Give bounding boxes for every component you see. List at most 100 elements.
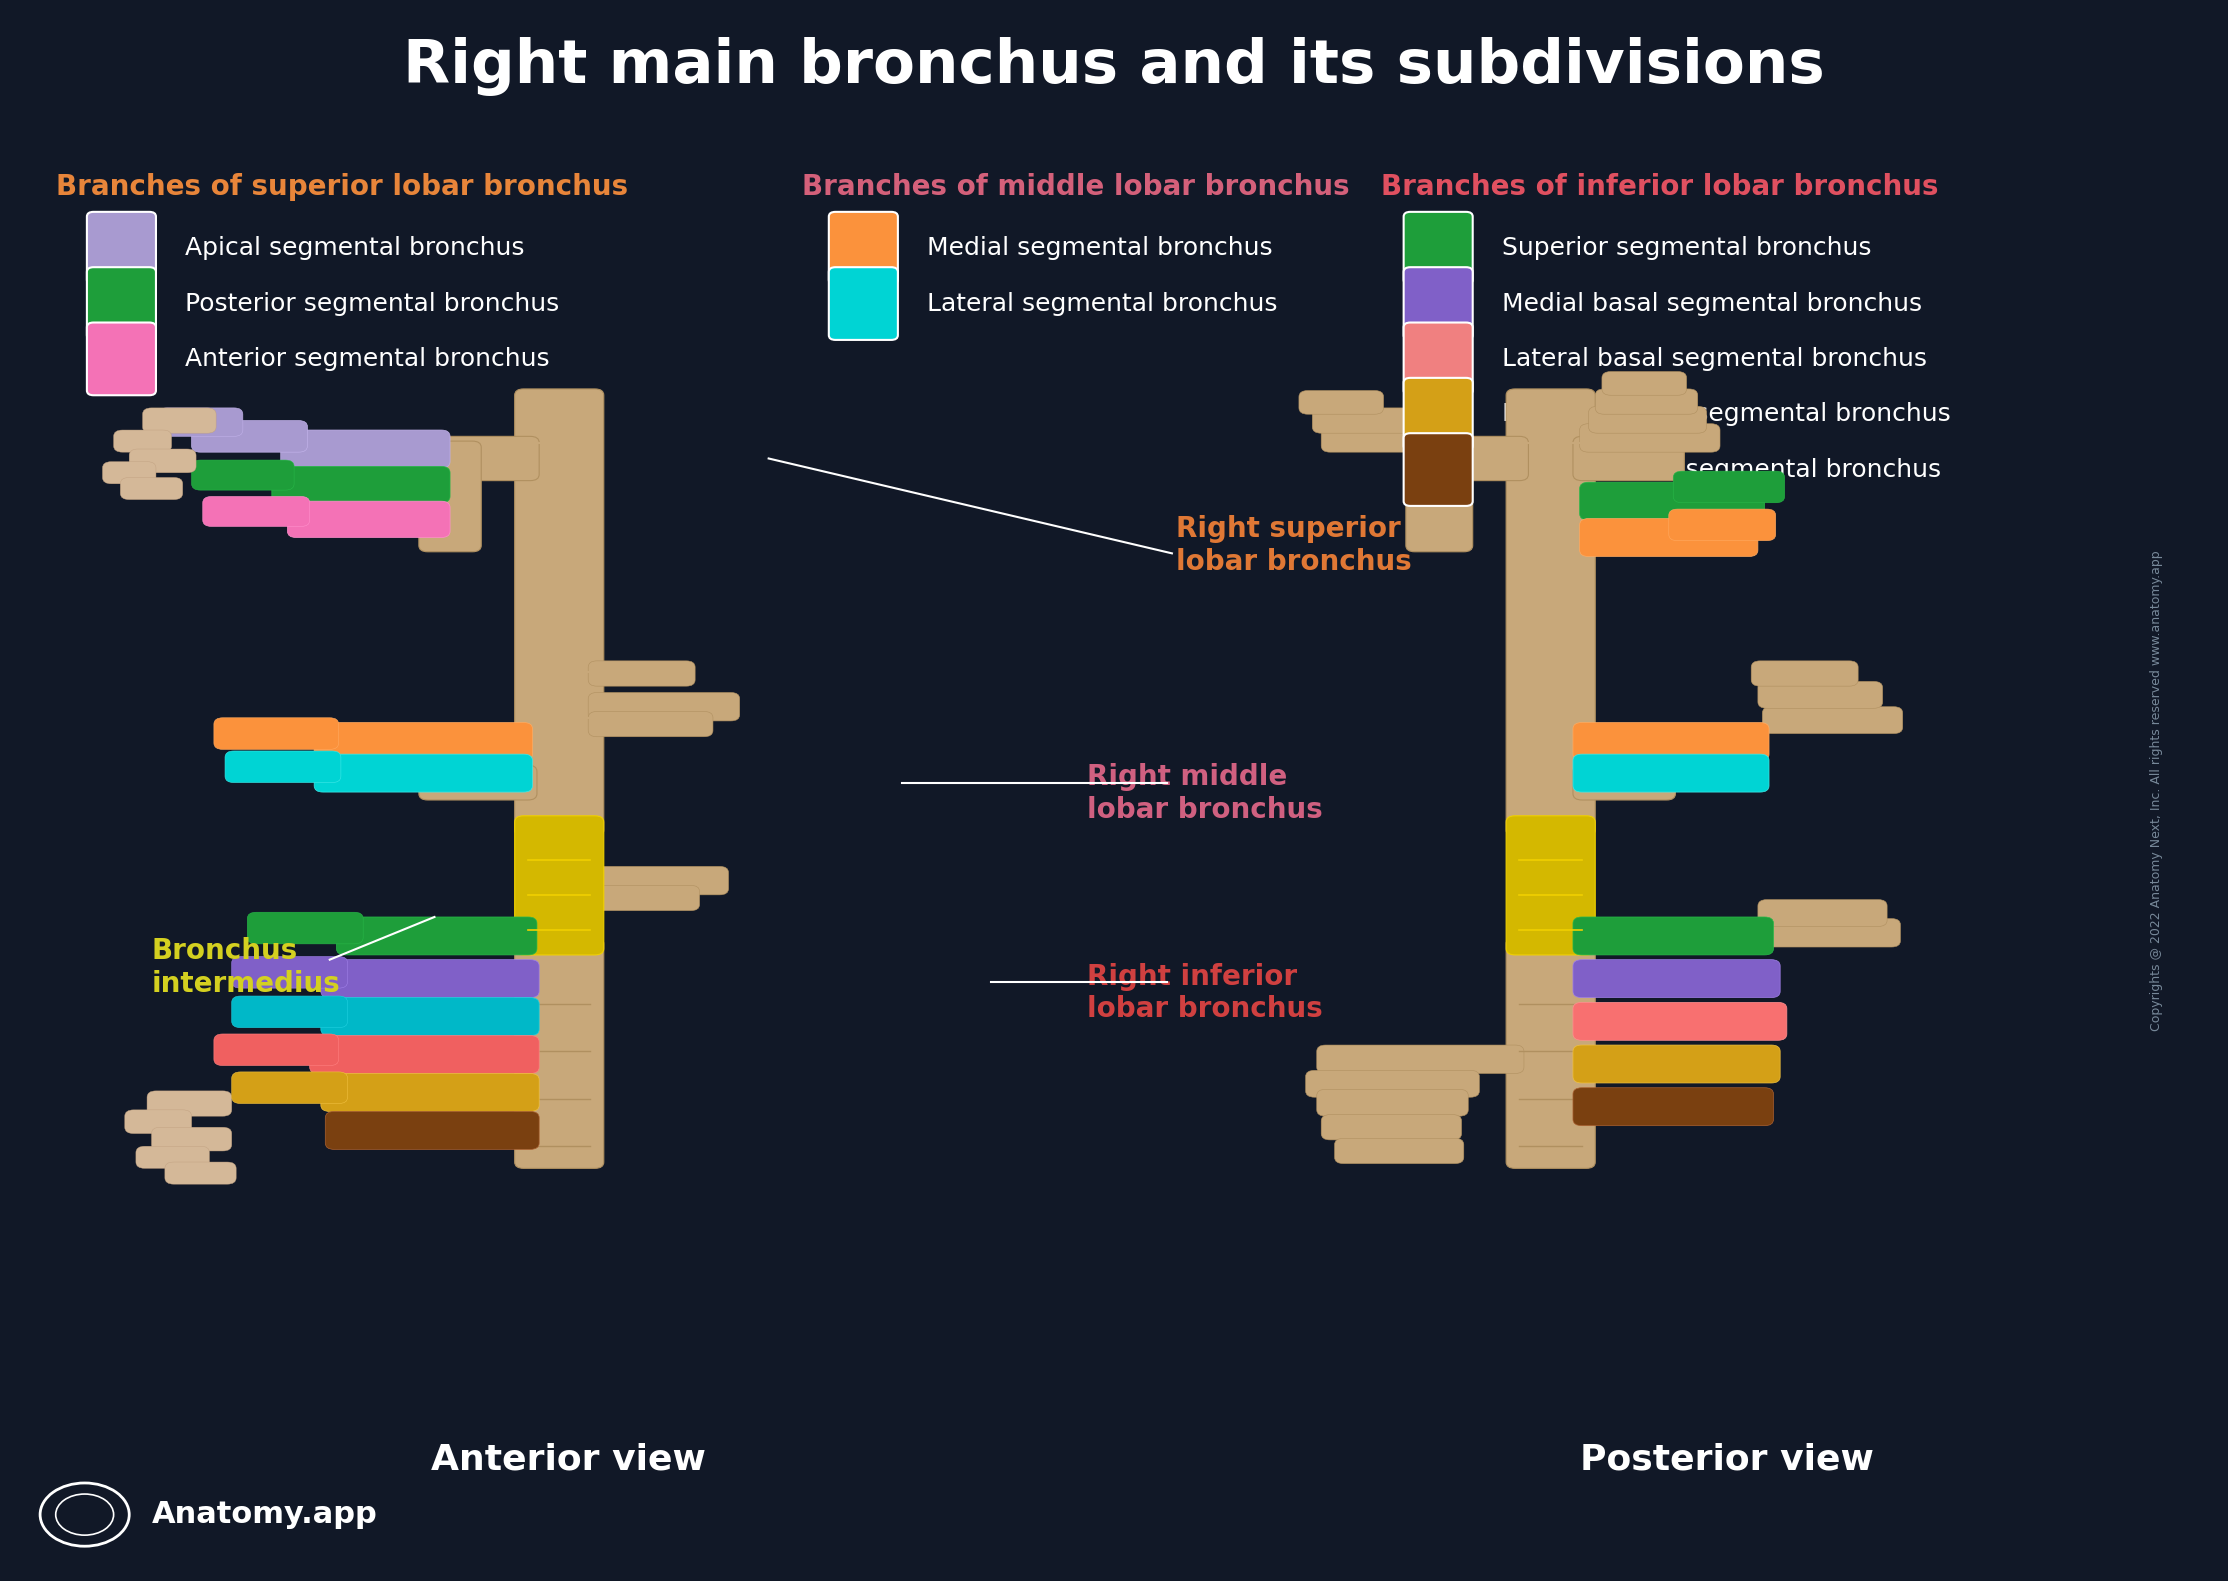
- FancyBboxPatch shape: [1417, 436, 1528, 481]
- FancyBboxPatch shape: [829, 267, 898, 340]
- FancyBboxPatch shape: [1573, 765, 1675, 800]
- Text: Posterior basal segmental bronchus: Posterior basal segmental bronchus: [1502, 402, 1950, 427]
- Text: Posterior view: Posterior view: [1580, 1442, 1874, 1477]
- FancyBboxPatch shape: [225, 751, 341, 783]
- FancyBboxPatch shape: [1762, 707, 1903, 734]
- Text: Branches of middle lobar bronchus: Branches of middle lobar bronchus: [802, 172, 1350, 201]
- FancyBboxPatch shape: [419, 765, 537, 800]
- Text: Anterior segmental bronchus: Anterior segmental bronchus: [185, 346, 550, 372]
- FancyBboxPatch shape: [1573, 1045, 1780, 1083]
- Text: Lateral segmental bronchus: Lateral segmental bronchus: [927, 291, 1277, 316]
- FancyBboxPatch shape: [214, 1034, 339, 1066]
- FancyBboxPatch shape: [1580, 482, 1765, 520]
- Text: Apical segmental bronchus: Apical segmental bronchus: [185, 236, 524, 261]
- FancyBboxPatch shape: [321, 1073, 539, 1111]
- FancyBboxPatch shape: [1751, 661, 1858, 686]
- Text: Right inferior
lobar bronchus: Right inferior lobar bronchus: [1087, 963, 1323, 1023]
- FancyBboxPatch shape: [1589, 406, 1707, 433]
- FancyBboxPatch shape: [1580, 519, 1758, 557]
- FancyBboxPatch shape: [829, 212, 898, 285]
- FancyBboxPatch shape: [1673, 471, 1785, 503]
- FancyBboxPatch shape: [272, 466, 450, 503]
- FancyBboxPatch shape: [203, 496, 310, 526]
- FancyBboxPatch shape: [1335, 1138, 1464, 1164]
- Text: Right main bronchus and its subdivisions: Right main bronchus and its subdivisions: [403, 36, 1825, 96]
- FancyBboxPatch shape: [87, 212, 156, 285]
- Text: Medial basal segmental bronchus: Medial basal segmental bronchus: [1502, 291, 1923, 316]
- FancyBboxPatch shape: [325, 1111, 539, 1149]
- Text: Copyrights @ 2022 Anatomy Next, Inc. All rights reserved www.anatomy.app: Copyrights @ 2022 Anatomy Next, Inc. All…: [2150, 550, 2163, 1031]
- FancyBboxPatch shape: [287, 501, 450, 538]
- FancyBboxPatch shape: [1573, 723, 1769, 760]
- FancyBboxPatch shape: [1312, 408, 1415, 433]
- FancyBboxPatch shape: [588, 711, 713, 737]
- FancyBboxPatch shape: [87, 267, 156, 340]
- FancyBboxPatch shape: [143, 408, 216, 433]
- FancyBboxPatch shape: [1404, 323, 1473, 395]
- FancyBboxPatch shape: [1299, 391, 1384, 414]
- FancyBboxPatch shape: [192, 460, 294, 490]
- Text: Anterior basal segmental bronchus: Anterior basal segmental bronchus: [1502, 457, 1941, 482]
- FancyBboxPatch shape: [281, 430, 450, 468]
- FancyBboxPatch shape: [321, 998, 539, 1036]
- FancyBboxPatch shape: [588, 692, 740, 721]
- Text: Bronchus
intermedius: Bronchus intermedius: [152, 938, 341, 998]
- FancyBboxPatch shape: [1404, 378, 1473, 451]
- FancyBboxPatch shape: [314, 723, 532, 760]
- FancyBboxPatch shape: [1317, 1045, 1524, 1073]
- FancyBboxPatch shape: [1602, 372, 1687, 395]
- FancyBboxPatch shape: [588, 661, 695, 686]
- FancyBboxPatch shape: [314, 754, 532, 792]
- FancyBboxPatch shape: [102, 462, 156, 484]
- FancyBboxPatch shape: [1506, 816, 1595, 955]
- FancyBboxPatch shape: [1404, 267, 1473, 340]
- FancyBboxPatch shape: [515, 389, 604, 836]
- FancyBboxPatch shape: [1573, 436, 1684, 481]
- Text: Posterior segmental bronchus: Posterior segmental bronchus: [185, 291, 559, 316]
- Text: Medial segmental bronchus: Medial segmental bronchus: [927, 236, 1272, 261]
- FancyBboxPatch shape: [1758, 900, 1887, 926]
- FancyBboxPatch shape: [515, 938, 604, 1168]
- Text: Branches of superior lobar bronchus: Branches of superior lobar bronchus: [56, 172, 628, 201]
- FancyBboxPatch shape: [129, 449, 196, 473]
- FancyBboxPatch shape: [1573, 754, 1769, 792]
- Text: Superior segmental bronchus: Superior segmental bronchus: [1502, 236, 1872, 261]
- FancyBboxPatch shape: [232, 996, 348, 1028]
- FancyBboxPatch shape: [1595, 389, 1698, 414]
- FancyBboxPatch shape: [1758, 681, 1883, 708]
- FancyBboxPatch shape: [1573, 917, 1773, 955]
- Text: Lateral basal segmental bronchus: Lateral basal segmental bronchus: [1502, 346, 1927, 372]
- FancyBboxPatch shape: [120, 477, 183, 500]
- FancyBboxPatch shape: [1321, 424, 1442, 452]
- FancyBboxPatch shape: [136, 1146, 209, 1168]
- FancyBboxPatch shape: [152, 1127, 232, 1151]
- FancyBboxPatch shape: [1580, 424, 1720, 452]
- FancyBboxPatch shape: [1573, 1088, 1773, 1126]
- FancyBboxPatch shape: [593, 885, 700, 911]
- FancyBboxPatch shape: [1573, 1002, 1787, 1040]
- FancyBboxPatch shape: [1506, 938, 1595, 1168]
- FancyBboxPatch shape: [1317, 1089, 1468, 1116]
- FancyBboxPatch shape: [1406, 441, 1473, 552]
- Text: Right superior
lobar bronchus: Right superior lobar bronchus: [1176, 515, 1413, 575]
- Text: Branches of inferior lobar bronchus: Branches of inferior lobar bronchus: [1381, 172, 1938, 201]
- FancyBboxPatch shape: [114, 430, 172, 452]
- FancyBboxPatch shape: [214, 718, 339, 749]
- FancyBboxPatch shape: [1669, 509, 1776, 541]
- FancyBboxPatch shape: [232, 1072, 348, 1104]
- FancyBboxPatch shape: [87, 323, 156, 395]
- FancyBboxPatch shape: [419, 441, 481, 552]
- FancyBboxPatch shape: [1506, 389, 1595, 836]
- FancyBboxPatch shape: [1404, 433, 1473, 506]
- FancyBboxPatch shape: [247, 912, 363, 944]
- FancyBboxPatch shape: [165, 1162, 236, 1184]
- FancyBboxPatch shape: [515, 816, 604, 955]
- FancyBboxPatch shape: [232, 957, 348, 988]
- Text: Anatomy.app: Anatomy.app: [152, 1500, 377, 1529]
- FancyBboxPatch shape: [588, 866, 729, 895]
- Text: Right middle
lobar bronchus: Right middle lobar bronchus: [1087, 764, 1323, 824]
- FancyBboxPatch shape: [192, 421, 307, 452]
- FancyBboxPatch shape: [310, 1036, 539, 1073]
- FancyBboxPatch shape: [1321, 1115, 1462, 1140]
- FancyBboxPatch shape: [1404, 212, 1473, 285]
